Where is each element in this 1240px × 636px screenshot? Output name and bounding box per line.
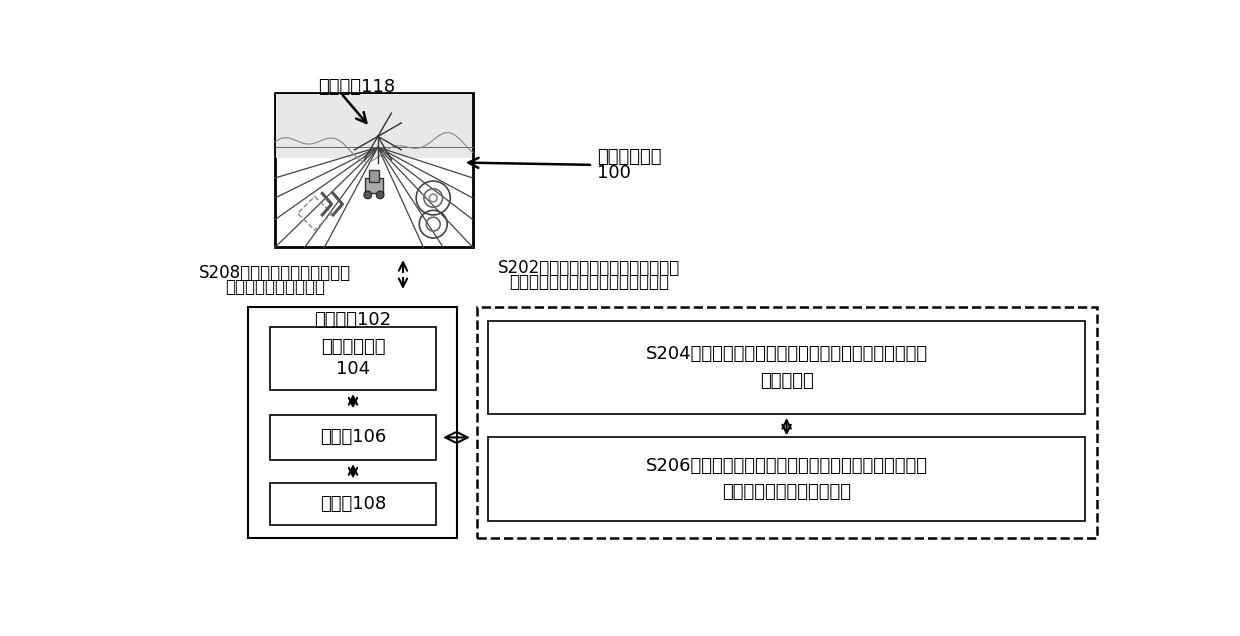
- Text: 第一目标对象: 第一目标对象: [596, 148, 661, 166]
- Text: 存储器108: 存储器108: [320, 495, 386, 513]
- Text: S208，控制第一目标对象在第: S208，控制第一目标对象在第: [200, 264, 351, 282]
- Text: 104: 104: [336, 360, 370, 378]
- Bar: [248, 307, 458, 538]
- Bar: [275, 94, 472, 158]
- Text: 处理器106: 处理器106: [320, 429, 386, 446]
- Bar: [275, 93, 472, 247]
- Bar: [365, 178, 383, 193]
- Text: 二状态下执行游戏任务: 二状态下执行游戏任务: [226, 277, 325, 296]
- Bar: [270, 483, 436, 525]
- Text: S206，响应状态调整指令，将第一目标对象的移动状态: S206，响应状态调整指令，将第一目标对象的移动状态: [646, 457, 928, 475]
- Text: S204，在目标角度达到触发阈值的情况下，自动触发状: S204，在目标角度达到触发阈值的情况下，自动触发状: [646, 345, 928, 363]
- Bar: [368, 170, 379, 182]
- Circle shape: [376, 191, 384, 198]
- Bar: [476, 307, 1096, 538]
- Text: 100: 100: [596, 163, 631, 181]
- Text: 从第一状态调整至第二状态: 从第一状态调整至第二状态: [722, 483, 851, 501]
- Text: 人机交互屏幕: 人机交互屏幕: [321, 338, 386, 356]
- Text: 用户设备102: 用户设备102: [314, 312, 391, 329]
- Bar: [270, 326, 436, 390]
- Bar: [270, 415, 436, 460]
- Bar: [489, 321, 1085, 413]
- Circle shape: [363, 191, 372, 198]
- Text: 动作组合的过程中所产生的目标角度: 动作组合的过程中所产生的目标角度: [508, 273, 670, 291]
- Bar: [489, 437, 1085, 522]
- Text: 控制按键118: 控制按键118: [317, 78, 396, 96]
- Text: S202，检测第一目标对象在执行一次: S202，检测第一目标对象在执行一次: [498, 259, 680, 277]
- Text: 态调整指令: 态调整指令: [760, 372, 813, 391]
